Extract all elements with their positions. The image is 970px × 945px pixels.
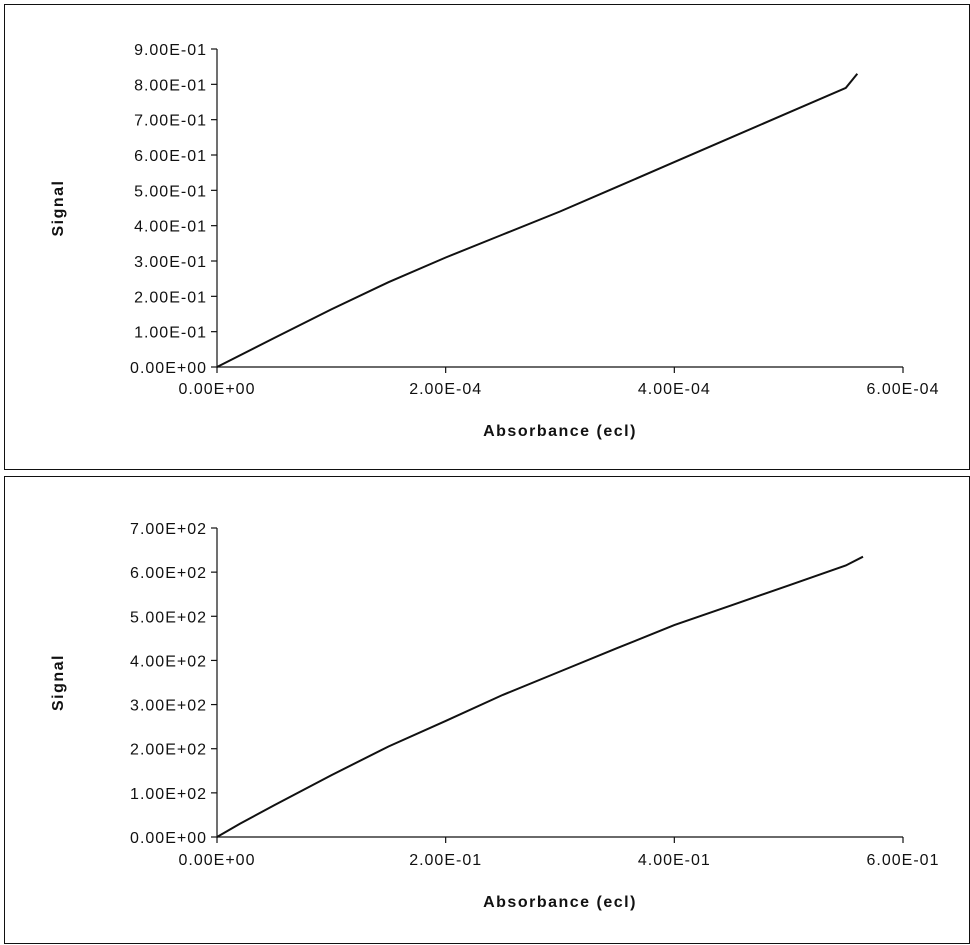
- x-axis-title: Absorbance (ecl): [483, 423, 637, 440]
- x-tick-label: 2.00E-04: [409, 381, 482, 398]
- y-tick-label: 5.00E-01: [134, 183, 207, 200]
- chart-panel-1: 0.00E+00 1.00E-01 2.00E-01 3.00E-01 4.00E-01…: [4, 4, 970, 470]
- y-tick-label: 3.00E-01: [134, 254, 207, 271]
- chart-1-svg: 0.00E+00 1.00E-01 2.00E-01 3.00E-01 4.00E-01…: [50, 42, 940, 440]
- y-tick-label: 4.00E-01: [134, 219, 207, 236]
- y-tick-label: 0.00E+00: [130, 360, 207, 377]
- y-tick-label: 1.00E-01: [134, 325, 207, 342]
- y-tick-label: 1.00E+02: [130, 786, 207, 803]
- chart-panel-2: 0.00E+00 1.00E+02 2.00E+02 3.00E+02 4.00E+02…: [4, 476, 970, 944]
- x-axis-title: Absorbance (ecl): [483, 894, 637, 911]
- chart-2-svg: 0.00E+00 1.00E+02 2.00E+02 3.00E+02 4.00E+02…: [50, 521, 940, 911]
- y-tick-label: 5.00E+02: [130, 609, 207, 626]
- x-tick-label: 0.00E+00: [179, 852, 256, 869]
- x-tick-label: 2.00E-01: [409, 852, 482, 869]
- x-tick-label: 6.00E-04: [867, 381, 940, 398]
- y-tick-label: 7.00E-01: [134, 113, 207, 130]
- y-axis-title: Signal: [50, 654, 67, 711]
- y-tick-label: 2.00E-01: [134, 289, 207, 306]
- y-tick-label: 2.00E+02: [130, 742, 207, 759]
- series-line: [216, 73, 859, 368]
- x-tick-label: 0.00E+00: [179, 381, 256, 398]
- y-tick-label: 8.00E-01: [134, 77, 207, 94]
- y-tick-label: 3.00E+02: [130, 698, 207, 715]
- y-axis-title: Signal: [50, 179, 67, 236]
- series-line: [216, 555, 864, 838]
- y-tick-label: 6.00E+02: [130, 565, 207, 582]
- x-tick-label: 6.00E-01: [867, 852, 940, 869]
- x-tick-label: 4.00E-04: [638, 381, 711, 398]
- y-tick-label: 9.00E-01: [134, 42, 207, 59]
- y-tick-label: 0.00E+00: [130, 830, 207, 847]
- y-tick-label: 6.00E-01: [134, 148, 207, 165]
- x-tick-label: 4.00E-01: [638, 852, 711, 869]
- y-tick-label: 4.00E+02: [130, 653, 207, 670]
- y-tick-label: 7.00E+02: [130, 521, 207, 538]
